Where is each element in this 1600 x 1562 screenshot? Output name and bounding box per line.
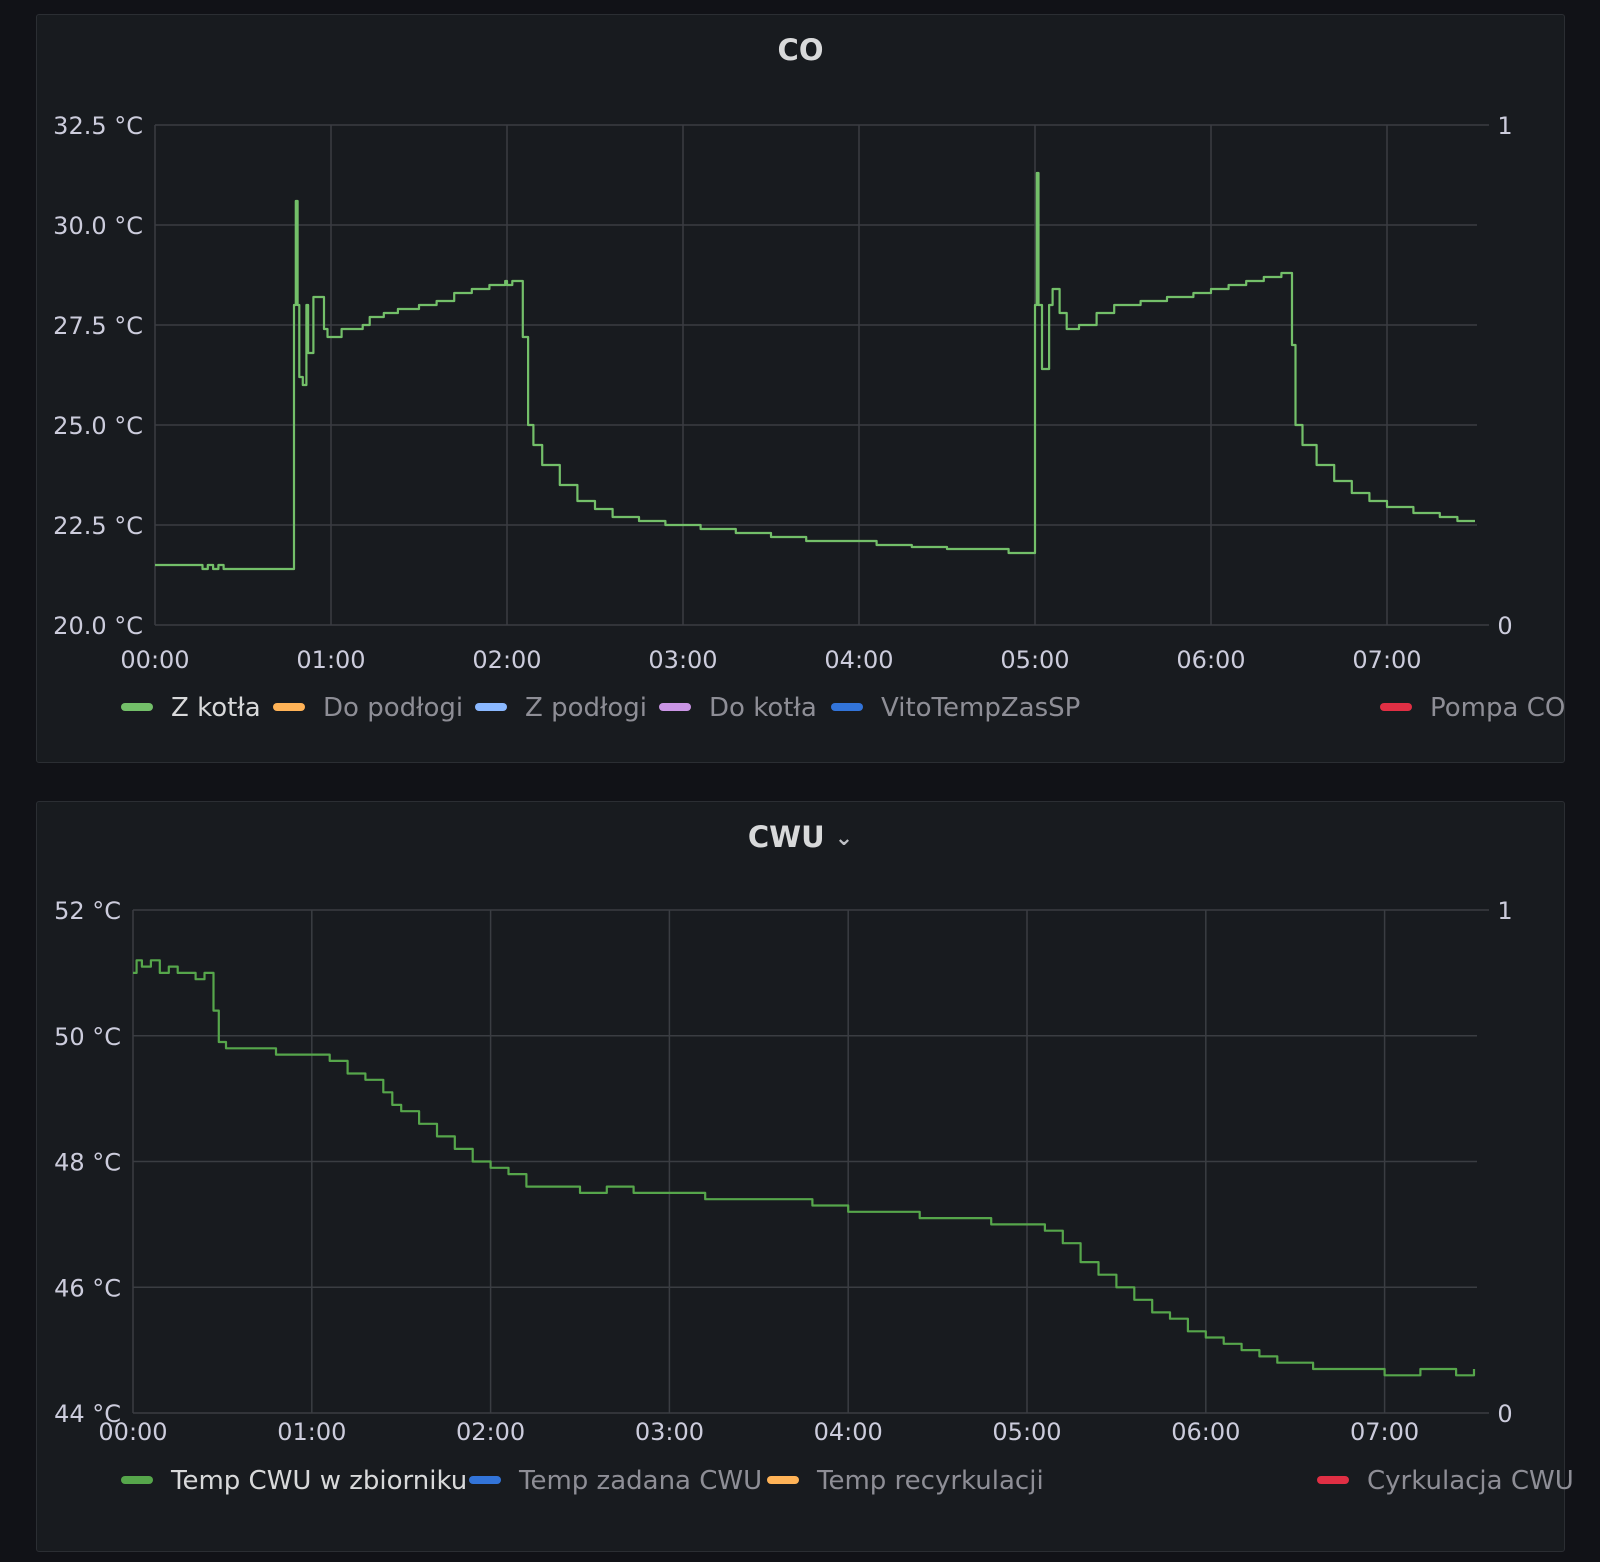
legend-label: VitoTempZasSP [881, 693, 1081, 723]
x-tick-label: 06:00 [1171, 1418, 1240, 1446]
x-tick-label: 05:00 [1000, 646, 1069, 674]
y-tick-label: 30.0 °C [53, 212, 143, 240]
legend-item[interactable]: VitoTempZasSP [831, 693, 1080, 723]
legend-swatch [273, 702, 305, 711]
legend-swatch [1380, 702, 1412, 711]
y-tick-label: 25.0 °C [53, 412, 143, 440]
legend-item[interactable]: Temp CWU w zbiorniku [121, 1466, 467, 1496]
panel-cwu: CWU ⌄ 52 °C 50 °C 48 °C 46 °C 44 °C 1 0 00:00 01:… [36, 801, 1574, 1553]
x-tick-label: 02:00 [456, 1418, 525, 1446]
y2-tick-label: 1 [1497, 112, 1512, 140]
legend-swatch [121, 1475, 153, 1484]
legend-cwu: Temp CWU w zbiorniku Temp zadana CWU Temp … [79, 1466, 1574, 1502]
legend-label: Do kotła [709, 693, 817, 723]
x-tick-label: 00:00 [120, 646, 189, 674]
y-tick-label: 50 °C [54, 1023, 121, 1051]
y2-tick-label: 0 [1497, 612, 1512, 640]
legend-label: Z podłogi [525, 693, 648, 723]
legend-label: Temp recyrkulacji [817, 1466, 1044, 1496]
x-tick-label: 02:00 [472, 646, 541, 674]
x-tick-label: 01:00 [277, 1418, 346, 1446]
legend-swatch [659, 702, 691, 711]
legend-label: Pompa CO [1430, 693, 1566, 723]
x-tick-label: 00:00 [98, 1418, 167, 1446]
y-tick-label: 46 °C [54, 1274, 121, 1302]
y2-tick-label: 1 [1497, 897, 1512, 925]
legend-swatch [121, 702, 153, 711]
x-tick-label: 06:00 [1176, 646, 1245, 674]
x-tick-label: 01:00 [296, 646, 365, 674]
y-tick-label: 44 °C [54, 1400, 121, 1428]
chart-co[interactable]: 32.5 °C 30.0 °C 27.5 °C 25.0 °C 22.5 °C 20.0 … [37, 15, 1566, 764]
panel-title-text: CO [777, 33, 824, 67]
x-tick-label: 07:00 [1352, 646, 1421, 674]
legend-swatch [767, 1475, 799, 1484]
legend-label: Z kotła [171, 693, 261, 723]
chevron-down-icon[interactable]: ⌄ [834, 826, 854, 851]
x-tick-label: 03:00 [648, 646, 717, 674]
legend-item[interactable]: Temp zadana CWU [469, 1466, 762, 1496]
chart-cwu[interactable]: 52 °C 50 °C 48 °C 46 °C 44 °C 1 0 00:00 01:00 02:… [37, 802, 1566, 1553]
legend-label: Do podłogi [323, 693, 464, 723]
legend-item[interactable]: Cyrkulacja CWU [1317, 1466, 1574, 1496]
legend-item[interactable]: Pompa CO [1380, 693, 1565, 723]
panel-title-co[interactable]: CO [37, 33, 1564, 67]
legend-label: Cyrkulacja CWU [1367, 1466, 1574, 1496]
panel-title-cwu[interactable]: CWU ⌄ [37, 820, 1564, 854]
y-tick-label: 22.5 °C [53, 512, 143, 540]
legend-item[interactable]: Do podłogi [273, 693, 463, 723]
y-tick-label: 48 °C [54, 1149, 121, 1177]
legend-co: Z kotła Do podłogi Z podłogi Do kotła VitoTe… [79, 693, 1565, 729]
series-line-z-kotła [155, 171, 1475, 571]
y-tick-label: 20.0 °C [53, 612, 143, 640]
x-tick-label: 07:00 [1350, 1418, 1419, 1446]
panel-co: CO 32.5 °C 30.0 °C 27.5 °C 25.0 °C 22.5 °C 20… [36, 14, 1565, 763]
series-line-temp-cwu-w-zbiorniku [133, 959, 1476, 1377]
x-tick-label: 05:00 [992, 1418, 1061, 1446]
legend-swatch [475, 702, 507, 711]
y-tick-label: 52 °C [54, 897, 121, 925]
x-tick-label: 04:00 [814, 1418, 883, 1446]
legend-item[interactable]: Z podłogi [475, 693, 647, 723]
legend-item[interactable]: Do kotła [659, 693, 817, 723]
legend-label: Temp zadana CWU [519, 1466, 763, 1496]
y-tick-label: 32.5 °C [53, 112, 143, 140]
legend-item[interactable]: Temp recyrkulacji [767, 1466, 1044, 1496]
y2-tick-label: 0 [1497, 1400, 1512, 1428]
legend-item[interactable]: Z kotła [121, 693, 261, 723]
x-tick-label: 03:00 [635, 1418, 704, 1446]
y-tick-label: 27.5 °C [53, 312, 143, 340]
panel-title-text: CWU [747, 820, 825, 854]
legend-swatch [469, 1475, 501, 1484]
legend-label: Temp CWU w zbiorniku [171, 1466, 468, 1496]
x-tick-label: 04:00 [824, 646, 893, 674]
legend-swatch [1317, 1475, 1349, 1484]
legend-swatch [831, 702, 863, 711]
